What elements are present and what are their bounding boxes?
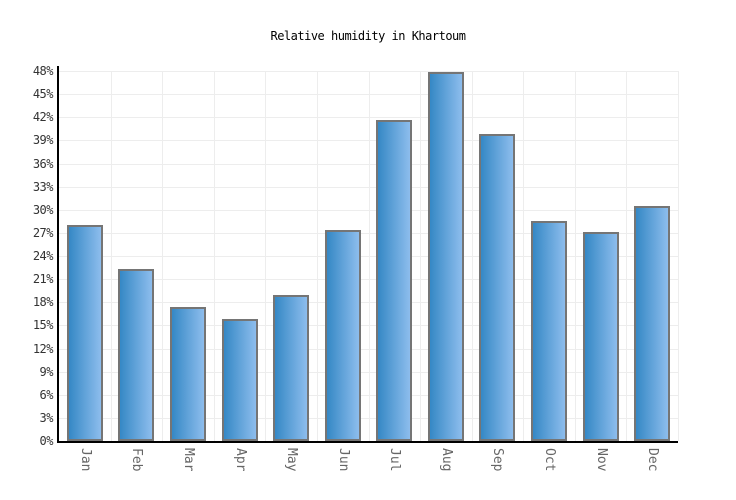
y-tick-label: 21% xyxy=(32,272,54,286)
bar xyxy=(67,225,103,441)
chart-title: Relative humidity in Khartoum xyxy=(270,29,466,43)
bar xyxy=(634,206,670,441)
y-gridline xyxy=(59,94,678,95)
x-gridline xyxy=(111,71,112,441)
x-tick-label: Nov xyxy=(594,448,609,472)
y-gridline xyxy=(59,418,678,419)
y-gridline xyxy=(59,164,678,165)
x-gridline xyxy=(678,71,679,441)
y-tick-label: 18% xyxy=(32,295,54,309)
bar xyxy=(273,295,309,441)
bar xyxy=(118,269,154,441)
bar xyxy=(376,120,412,441)
y-gridline xyxy=(59,302,678,303)
bar xyxy=(222,319,258,441)
y-gridline xyxy=(59,256,678,257)
x-tick-label: Feb xyxy=(129,448,144,472)
x-tick-label: Jul xyxy=(387,448,402,472)
y-gridline xyxy=(59,71,678,72)
bar xyxy=(479,134,515,441)
y-tick-label: 6% xyxy=(39,388,54,402)
x-tick-label: May xyxy=(284,448,299,472)
x-tick-label: Dec xyxy=(645,448,660,472)
x-gridline xyxy=(317,71,318,441)
y-tick-label: 33% xyxy=(32,180,54,194)
x-gridline xyxy=(626,71,627,441)
y-tick-label: 36% xyxy=(32,157,54,171)
y-gridline xyxy=(59,372,678,373)
y-tick-label: 30% xyxy=(32,203,54,217)
x-gridline xyxy=(162,71,163,441)
x-gridline xyxy=(420,71,421,441)
x-tick-label: Oct xyxy=(542,448,557,472)
bar xyxy=(170,307,206,441)
y-gridline xyxy=(59,187,678,188)
y-tick-label: 3% xyxy=(39,411,54,425)
y-tick-label: 9% xyxy=(39,365,54,379)
y-gridline xyxy=(59,395,678,396)
y-gridline xyxy=(59,210,678,211)
y-tick-label: 15% xyxy=(32,318,54,332)
y-gridline xyxy=(59,233,678,234)
x-gridline xyxy=(214,71,215,441)
bar xyxy=(531,221,567,441)
x-tick-label: Mar xyxy=(181,448,196,472)
y-gridline xyxy=(59,140,678,141)
x-tick-label: Jan xyxy=(78,448,93,472)
bar xyxy=(428,72,464,441)
y-tick-label: 42% xyxy=(32,110,54,124)
y-axis xyxy=(57,66,59,443)
bar xyxy=(583,232,619,441)
y-tick-label: 27% xyxy=(32,226,54,240)
x-tick-label: Apr xyxy=(233,448,248,472)
x-tick-label: Jun xyxy=(336,448,351,472)
x-gridline xyxy=(265,71,266,441)
y-gridline xyxy=(59,349,678,350)
x-gridline xyxy=(523,71,524,441)
y-gridline xyxy=(59,117,678,118)
y-tick-label: 24% xyxy=(32,249,54,263)
y-gridline xyxy=(59,279,678,280)
x-gridline xyxy=(369,71,370,441)
y-tick-label: 12% xyxy=(32,342,54,356)
x-tick-label: Sep xyxy=(490,448,505,472)
y-tick-label: 39% xyxy=(32,133,54,147)
x-gridline xyxy=(472,71,473,441)
y-tick-label: 45% xyxy=(32,87,54,101)
bar xyxy=(325,230,361,441)
x-tick-label: Aug xyxy=(439,448,454,472)
y-gridline xyxy=(59,325,678,326)
x-gridline xyxy=(575,71,576,441)
x-axis xyxy=(57,441,678,443)
y-tick-label: 48% xyxy=(32,64,54,78)
y-tick-label: 0% xyxy=(39,434,54,448)
